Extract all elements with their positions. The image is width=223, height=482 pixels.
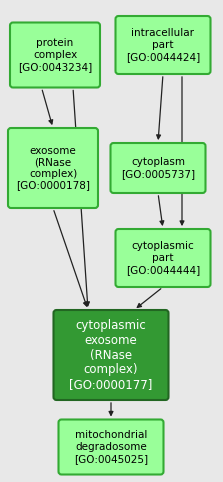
FancyBboxPatch shape: [54, 310, 169, 400]
FancyBboxPatch shape: [116, 16, 211, 74]
Text: cytoplasmic
part
[GO:0044444]: cytoplasmic part [GO:0044444]: [126, 241, 200, 275]
FancyBboxPatch shape: [8, 128, 98, 208]
Text: cytoplasm
[GO:0005737]: cytoplasm [GO:0005737]: [121, 157, 195, 179]
FancyBboxPatch shape: [111, 143, 206, 193]
FancyBboxPatch shape: [116, 229, 211, 287]
Text: cytoplasmic
exosome
(RNase
complex)
[GO:0000177]: cytoplasmic exosome (RNase complex) [GO:…: [69, 319, 153, 391]
Text: exosome
(RNase
complex)
[GO:0000178]: exosome (RNase complex) [GO:0000178]: [16, 146, 90, 190]
FancyBboxPatch shape: [10, 23, 100, 88]
Text: mitochondrial
degradosome
[GO:0045025]: mitochondrial degradosome [GO:0045025]: [74, 430, 148, 464]
FancyBboxPatch shape: [58, 419, 163, 474]
Text: protein
complex
[GO:0043234]: protein complex [GO:0043234]: [18, 39, 92, 72]
Text: intracellular
part
[GO:0044424]: intracellular part [GO:0044424]: [126, 28, 200, 62]
